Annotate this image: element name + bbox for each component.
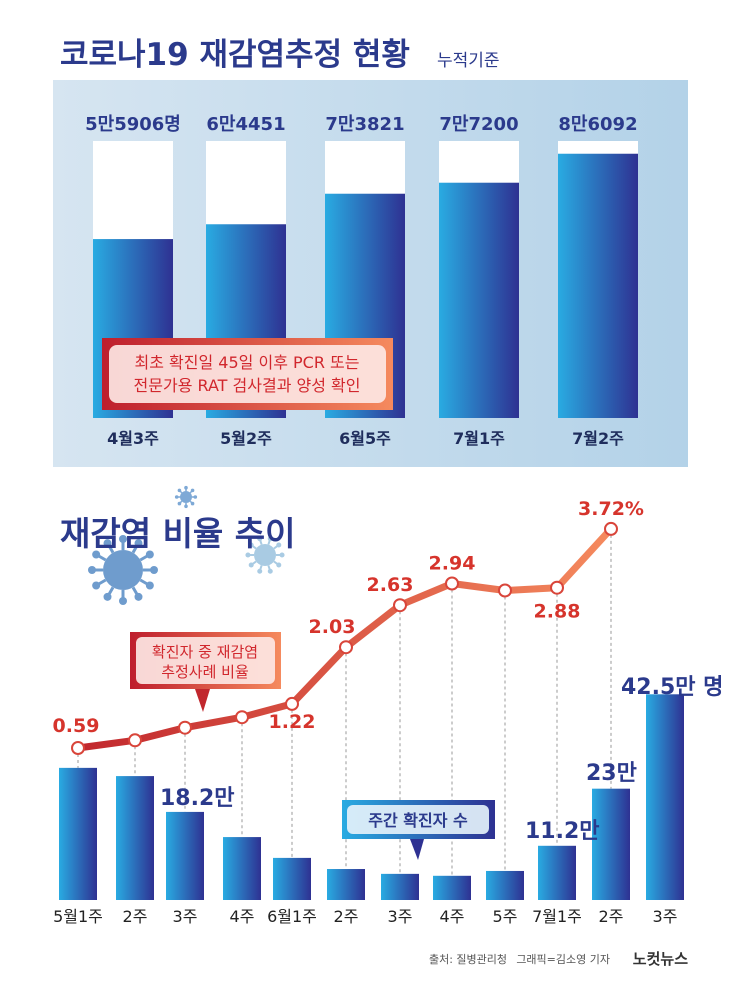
top-category-label: 5월2주 [220, 429, 272, 448]
virus-icon [88, 535, 158, 605]
rate-point [178, 720, 192, 735]
top-value-label: 7만7200 [439, 114, 518, 135]
top-category-label: 4월3주 [107, 429, 159, 448]
rate-point [498, 583, 512, 598]
x-axis-label: 3주 [173, 907, 198, 926]
bars-callout-label: 주간 확진자 수 [368, 811, 468, 830]
weekly-cases-bar [273, 857, 311, 900]
x-axis-label: 5주 [493, 907, 518, 926]
x-axis-label: 4주 [230, 907, 255, 926]
weekly-cases-bar [433, 875, 471, 900]
rate-value-label: 2.03 [309, 616, 356, 638]
top-category-label: 6월5주 [339, 429, 391, 448]
x-axis-label: 4주 [440, 907, 465, 926]
x-axis-label: 2주 [599, 907, 624, 926]
rate-point [445, 576, 459, 591]
weekly-cases-bar [223, 837, 261, 900]
top-subtitle: 누적기준 [437, 51, 500, 71]
top-value-label: 8만6092 [558, 114, 637, 135]
weekly-cases-bar [166, 811, 204, 900]
rate-value-label: 1.22 [269, 711, 316, 733]
bar-value-label: 23만 [586, 761, 637, 786]
virus-icon [245, 536, 285, 574]
rate-value-label: 2.88 [534, 601, 581, 623]
rate-point [128, 733, 142, 748]
rate-point [339, 640, 353, 655]
x-axis-label: 7월1주 [532, 907, 582, 926]
bar-value-label: 42.5만 명 [621, 675, 723, 700]
source-label: 출처: 질병관리청 [429, 953, 507, 966]
x-axis-label: 3주 [388, 907, 413, 926]
top-value-label: 5만5906명 [85, 114, 181, 135]
rate-point [550, 580, 564, 595]
weekly-cases-bar [116, 776, 154, 900]
nocut-news-logo: 노컷뉴스 [633, 950, 688, 968]
x-axis-label: 2주 [334, 907, 359, 926]
top-bar [439, 182, 519, 418]
top-title: 코로나19 재감염추정 현황 [60, 37, 410, 73]
top-value-label: 7만3821 [325, 114, 404, 135]
rate-point [393, 598, 407, 613]
rate-point [235, 710, 249, 725]
weekly-cases-bar [486, 870, 524, 900]
top-category-label: 7월2주 [572, 429, 624, 448]
rate-value-label: 0.59 [53, 715, 100, 737]
weekly-cases-bar [646, 694, 684, 900]
weekly-cases-bar [59, 767, 97, 900]
rate-value-label: 2.94 [429, 553, 476, 575]
bars-callout: 주간 확진자 수 [342, 800, 495, 860]
rate-point [71, 741, 85, 755]
weekly-cases-bar [592, 788, 630, 900]
top-category-label: 7월1주 [453, 429, 505, 448]
weekly-cases-bar [538, 845, 576, 900]
x-axis-label: 2주 [123, 907, 148, 926]
annotation-line-1: 최초 확진일 45일 이후 PCR 또는 [135, 353, 360, 372]
top-annotation: 최초 확진일 45일 이후 PCR 또는 전문가용 RAT 검사결과 양성 확인 [102, 338, 393, 410]
line-callout-line-2: 추정사례 비율 [161, 663, 249, 681]
line-callout: 확진자 중 재감염 추정사례 비율 [130, 632, 281, 712]
rate-point [604, 521, 618, 536]
x-axis-label: 6월1주 [267, 907, 317, 926]
bar-value-label: 11.2만 [525, 819, 600, 844]
top-bar [558, 153, 638, 419]
bottom-title: 재감염 비율 추이 [60, 514, 296, 553]
rate-value-label: 3.72% [578, 498, 644, 520]
x-axis-label: 5월1주 [53, 907, 103, 926]
weekly-cases-bar [381, 873, 419, 900]
top-value-label: 6만4451 [206, 114, 285, 135]
weekly-cases-bar [327, 869, 365, 900]
virus-icon [174, 485, 198, 509]
line-callout-line-1: 확진자 중 재감염 [152, 643, 258, 661]
x-axis-label: 3주 [653, 907, 678, 926]
rate-value-label: 2.63 [367, 574, 414, 596]
graphic-credit: 그래픽=김소영 기자 [516, 953, 610, 966]
rate-point [285, 696, 299, 711]
bar-value-label: 18.2만 [160, 786, 235, 811]
annotation-line-2: 전문가용 RAT 검사결과 양성 확인 [134, 376, 361, 395]
